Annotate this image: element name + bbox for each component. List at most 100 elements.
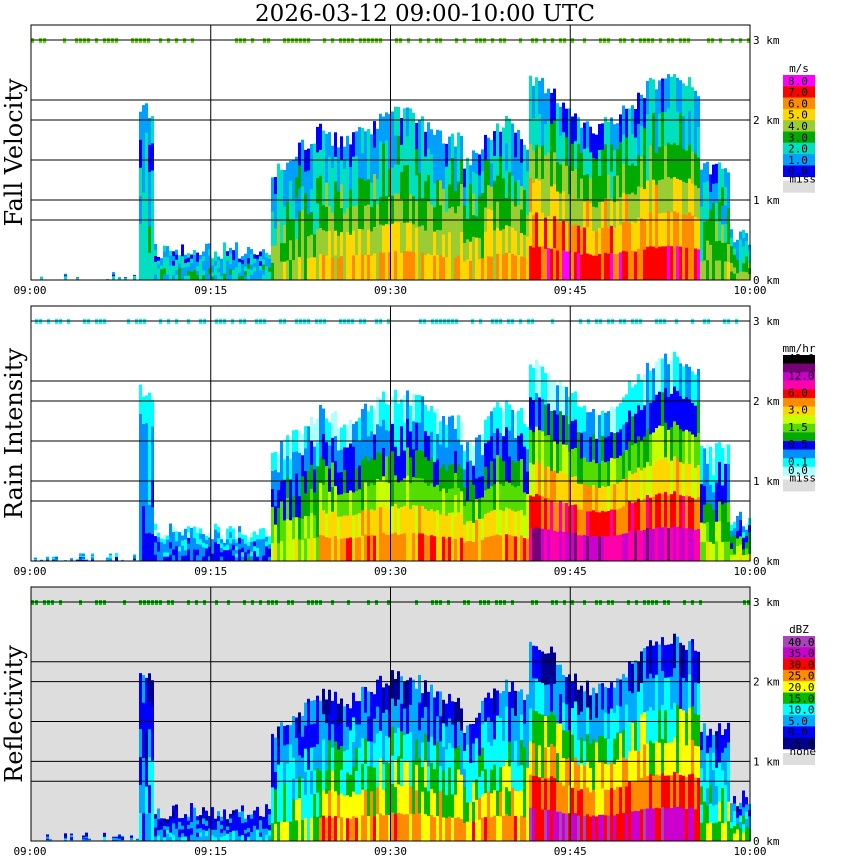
legend-swatch (783, 355, 815, 364)
legend-label: 30.0 (788, 658, 815, 671)
legend-swatch (783, 458, 815, 468)
x-tick-label: 09:00 (13, 565, 46, 578)
legend-swatch (783, 681, 815, 693)
legend-label: 1.5 (788, 421, 808, 434)
plot-frame (30, 586, 751, 842)
legend-swatch (783, 449, 815, 459)
x-tick-label: 09:45 (554, 284, 587, 297)
legend-swatch (783, 669, 815, 682)
y-tick-label: 0 km (753, 555, 780, 568)
legend-label: 5.0 (788, 109, 808, 122)
legend-label: 40.0 (788, 636, 815, 649)
legend-swatch (783, 86, 815, 98)
y-tick-label: 0 km (753, 835, 780, 848)
reflectivity-panel: Reflectivity 09:00 09:15 09:30 09:45 10:000 k… (0, 586, 816, 858)
legend-unit: dBZ (789, 623, 809, 636)
legend-label: 8.0 (788, 75, 808, 88)
y-tick-label: 1 km (753, 194, 780, 207)
legend-label: 0.1 (788, 455, 808, 468)
legend-label: 6.0 (788, 387, 808, 400)
legend-missing-swatch (783, 479, 815, 492)
legend-label: 10.0 (788, 704, 815, 717)
legend-label: 7.0 (788, 86, 808, 99)
legend-missing-swatch (783, 753, 815, 765)
legend-swatch (783, 726, 815, 738)
legend-swatch (783, 715, 815, 727)
legend-swatch (783, 432, 815, 442)
y-tick-label: 2 km (753, 114, 780, 127)
legend-label: 12.0 (788, 369, 815, 382)
legend-swatch (783, 692, 815, 705)
legend-swatch (783, 389, 815, 399)
legend-label: 4.0 (788, 120, 808, 133)
legend-swatch (783, 142, 815, 155)
legend-swatch (783, 380, 815, 390)
x-tick-label: 09:00 (13, 845, 46, 858)
x-tick-label: 09:00 (13, 284, 46, 297)
legend-label: 25.0 (788, 670, 815, 683)
legend-swatch (783, 658, 815, 671)
legend-label: 35.0 (788, 647, 815, 660)
legend-swatch (783, 97, 815, 110)
legend-label: 48.0 (788, 352, 815, 365)
legend-label: 20.0 (788, 681, 815, 694)
plot-frame (30, 305, 751, 562)
legend-unit: mm/hr (782, 342, 815, 355)
x-tick-label: 10:00 (733, 845, 766, 858)
legend-swatch (783, 154, 815, 166)
y-tick-label: 1 km (753, 755, 780, 768)
y-tick-label: 3 km (753, 34, 780, 47)
legend-label: 3.0 (788, 404, 808, 417)
legend-label: 2.0 (788, 143, 808, 156)
y-tick-label: 0 km (753, 274, 780, 287)
legend-label: 0.0 (788, 726, 808, 739)
panel-title: Fall Velocity (0, 78, 28, 227)
legend-swatch (783, 398, 815, 407)
y-tick-label: 3 km (753, 315, 780, 328)
legend-label: 6.0 (788, 97, 808, 110)
legend-swatch (783, 415, 815, 425)
color-legend: dBZ40.035.030.025.020.015.010.05.00.0-5.… (783, 623, 816, 765)
legend-label: 1.0 (788, 154, 808, 167)
x-tick-label: 09:45 (554, 845, 587, 858)
legend-swatch (783, 406, 815, 416)
x-tick-label: 09:15 (194, 565, 227, 578)
legend-swatch (783, 120, 815, 132)
heatmap-cells (34, 319, 751, 562)
legend-label: 0.0 (788, 464, 808, 477)
legend-swatch (783, 423, 815, 433)
legend-swatch (783, 165, 815, 177)
legend-swatch (783, 75, 815, 87)
legend-swatch (783, 466, 815, 476)
x-tick-label: 10:00 (733, 284, 766, 297)
y-tick-label: 3 km (753, 596, 780, 609)
legend-missing-label: none (790, 745, 817, 758)
legend-label: 0.5 (788, 438, 808, 451)
legend-missing-label: miss (790, 173, 817, 186)
legend-swatch (783, 636, 815, 648)
legend-swatch (783, 108, 815, 121)
heatmap-cells (31, 600, 751, 842)
x-tick-label: 09:15 (194, 284, 227, 297)
x-tick-label: 09:45 (554, 565, 587, 578)
x-tick-label: 09:15 (194, 845, 227, 858)
legend-label: 3.0 (788, 131, 808, 144)
panel-title: Rain Intensity (0, 348, 28, 520)
page-title: 2026-03-12 09:00-10:00 UTC (255, 1, 595, 27)
x-tick-label: 10:00 (733, 565, 766, 578)
legend-swatch (783, 372, 815, 382)
x-tick-label: 09:30 (374, 284, 407, 297)
legend-label: 5.0 (788, 715, 808, 728)
x-tick-label: 09:30 (374, 845, 407, 858)
x-tick-label: 09:30 (374, 565, 407, 578)
legend-missing-swatch (783, 180, 815, 193)
legend-swatch (783, 737, 815, 750)
legend-label: -5.0 (788, 738, 815, 751)
legend-label: 15.0 (788, 692, 815, 705)
legend-missing-label: miss (790, 471, 817, 484)
y-tick-label: 2 km (753, 676, 780, 689)
